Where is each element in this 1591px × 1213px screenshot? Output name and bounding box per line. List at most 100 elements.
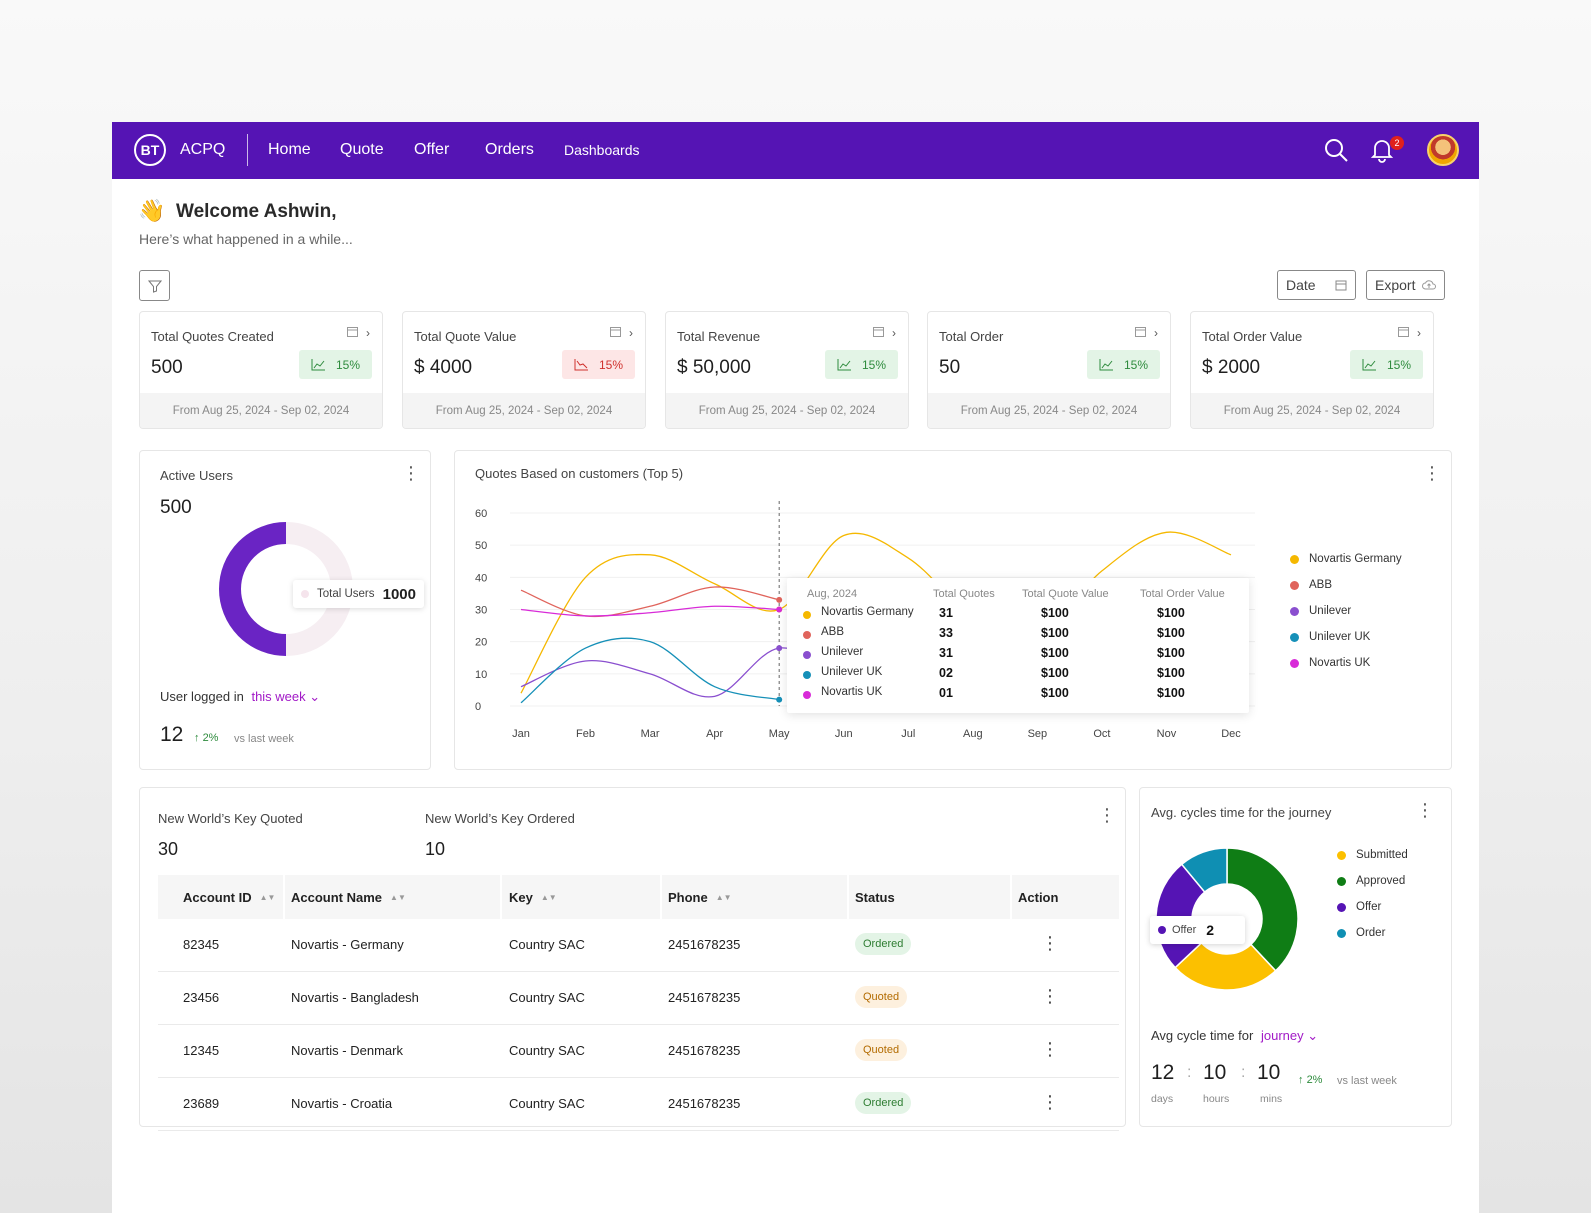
search-icon[interactable] <box>1322 136 1350 164</box>
journey-dropdown[interactable]: journey ⌄ <box>1261 1028 1318 1043</box>
world-key-panel: New World’s Key Quoted 30 New World’s Ke… <box>139 787 1126 1131</box>
legend-dot <box>1337 928 1346 938</box>
row-actions-icon[interactable]: ⋮ <box>1041 1092 1059 1112</box>
calendar-icon[interactable] <box>873 326 884 340</box>
tooltip-row-name: Novartis UK <box>821 686 883 698</box>
col-label: Key <box>509 890 533 905</box>
status-badge: Ordered <box>855 933 912 955</box>
cycle-legend-item[interactable]: Submitted <box>1337 849 1408 861</box>
legend-item[interactable]: Novartis UK <box>1290 657 1370 669</box>
table-row[interactable]: 23456 Novartis - Bangladesh Country SAC 245… <box>158 972 1119 1025</box>
key-ordered-label: New World’s Key Ordered <box>425 811 575 826</box>
chevron-right-icon[interactable]: › <box>366 326 370 340</box>
cell-phone: 2451678235 <box>668 1043 741 1058</box>
row-actions-icon[interactable]: ⋮ <box>1041 986 1059 1006</box>
kpi-title: Total Order <box>939 329 1004 344</box>
tooltip-row: Unilever UK 02 $100 $100 <box>787 666 1249 686</box>
cycle-legend-item[interactable]: Order <box>1337 927 1385 939</box>
filter-button[interactable] <box>139 270 170 301</box>
col-key[interactable]: Key ▲▼ <box>509 890 557 905</box>
tooltip-row-order-value: $100 <box>1157 626 1185 640</box>
series-line <box>520 531 1232 694</box>
cell-phone: 2451678235 <box>668 990 741 1005</box>
kpi-card[interactable]: Total Quotes Created › 500 15% From Aug 25, … <box>139 311 383 429</box>
arrow-up-icon: ↑ <box>194 732 200 744</box>
table-row[interactable]: 82345 Novartis - Germany Country SAC 245167… <box>158 919 1119 972</box>
nav-offer[interactable]: Offer <box>414 141 450 158</box>
nav-dashboards[interactable]: Dashboards <box>564 142 640 158</box>
calendar-icon[interactable] <box>610 326 621 340</box>
trend-value: 2% <box>1306 1074 1323 1086</box>
calendar-icon[interactable] <box>1398 326 1409 340</box>
tooltip-row: Novartis UK 01 $100 $100 <box>787 686 1249 706</box>
vs-last-week: vs last week <box>234 733 294 745</box>
cycle-time-title: Avg. cycles time for the journey <box>1151 805 1332 820</box>
active-users-menu-icon[interactable]: ⋮ <box>402 463 420 483</box>
col-label: Account Name <box>291 890 383 905</box>
kpi-actions: › <box>347 326 370 340</box>
table-panel-menu-icon[interactable]: ⋮ <box>1098 805 1116 825</box>
row-actions-icon[interactable]: ⋮ <box>1041 933 1059 953</box>
table-row[interactable]: 12345 Novartis - Denmark Country SAC 245167… <box>158 1025 1119 1078</box>
user-avatar[interactable] <box>1427 134 1459 166</box>
tooltip-row-quote-value: $100 <box>1041 666 1069 680</box>
cycle-legend-item[interactable]: Approved <box>1337 875 1405 887</box>
tooltip-dot <box>301 590 309 598</box>
bt-logo[interactable]: BT <box>134 134 166 166</box>
kpi-card[interactable]: Total Order › 50 15% From Aug 25, 2024 - Sep… <box>927 311 1171 429</box>
kpi-value: 50 <box>939 357 961 378</box>
cycle-legend-item[interactable]: Offer <box>1337 901 1381 913</box>
col-phone[interactable]: Phone ▲▼ <box>668 890 732 905</box>
tooltip-row-quote-value: $100 <box>1041 646 1069 660</box>
chevron-right-icon[interactable]: › <box>892 326 896 340</box>
chevron-right-icon[interactable]: › <box>629 326 633 340</box>
legend-label: Order <box>1356 927 1386 939</box>
calendar-icon[interactable] <box>1135 326 1146 340</box>
kpi-card[interactable]: Total Revenue › $ 50,000 15% From Aug 25, 20… <box>665 311 909 429</box>
trend-chart-icon <box>1099 359 1113 371</box>
date-label: Date <box>1286 277 1316 293</box>
calendar-icon[interactable] <box>347 326 358 340</box>
quotes-chart-menu-icon[interactable]: ⋮ <box>1423 463 1441 483</box>
bell-icon[interactable] <box>1368 136 1396 164</box>
kpi-change-value: 15% <box>598 357 624 372</box>
brand-name: ACPQ <box>180 141 226 158</box>
welcome-title: Welcome Ashwin, <box>176 201 337 222</box>
tooltip-col-quotes: Total Quotes <box>933 588 995 600</box>
chart-hover-tooltip: Aug, 2024 Total Quotes Total Quote Value… <box>787 578 1249 713</box>
legend-dot <box>1290 580 1299 590</box>
table-header: Account ID ▲▼ Account Name ▲▼ Key ▲▼ Phone ▲… <box>158 875 1119 919</box>
offer-tooltip-value: 2 <box>1206 922 1215 938</box>
x-tick-label: Jul <box>901 728 915 740</box>
logged-users-trend: ↑ 2% <box>194 732 218 744</box>
kpi-card[interactable]: Total Quote Value › $ 4000 15% From Aug 25, … <box>402 311 646 429</box>
chevron-down-icon: ⌄ <box>309 689 321 704</box>
col-account-name[interactable]: Account Name ▲▼ <box>291 890 406 905</box>
total-users-value: 1000 <box>382 585 416 603</box>
table-row[interactable]: 23689 Novartis - Croatia Country SAC 245167… <box>158 1078 1119 1131</box>
nav-orders[interactable]: Orders <box>485 141 534 158</box>
kpi-card[interactable]: Total Order Value › $ 2000 15% From Aug 25, … <box>1190 311 1434 429</box>
nav-quote[interactable]: Quote <box>340 141 384 158</box>
legend-item[interactable]: Unilever UK <box>1290 631 1370 643</box>
period-dropdown[interactable]: this week ⌄ <box>251 689 320 704</box>
user-logged-row: User logged in this week ⌄ <box>160 689 320 705</box>
date-picker-button[interactable]: Date <box>1277 270 1356 300</box>
row-actions-icon[interactable]: ⋮ <box>1041 1039 1059 1059</box>
legend-item[interactable]: ABB <box>1290 579 1332 591</box>
tooltip-row-quotes: 02 <box>939 666 953 680</box>
export-button[interactable]: Export <box>1366 270 1445 300</box>
kpi-date-range: From Aug 25, 2024 - Sep 02, 2024 <box>1191 393 1433 428</box>
legend-item[interactable]: Unilever <box>1290 605 1351 617</box>
chevron-right-icon[interactable]: › <box>1417 326 1421 340</box>
cycle-panel-menu-icon[interactable]: ⋮ <box>1416 800 1434 820</box>
kpi-change-value: 15% <box>1123 357 1149 372</box>
legend-item[interactable]: Novartis Germany <box>1290 553 1402 565</box>
col-account-id[interactable]: Account ID ▲▼ <box>183 890 275 905</box>
chevron-right-icon[interactable]: › <box>1154 326 1158 340</box>
nav-home[interactable]: Home <box>268 141 311 158</box>
kpi-change-chip: 15% <box>1350 350 1423 379</box>
hover-point <box>776 645 783 652</box>
cell-key: Country SAC <box>509 1096 585 1111</box>
tooltip-row-quote-value: $100 <box>1041 626 1069 640</box>
